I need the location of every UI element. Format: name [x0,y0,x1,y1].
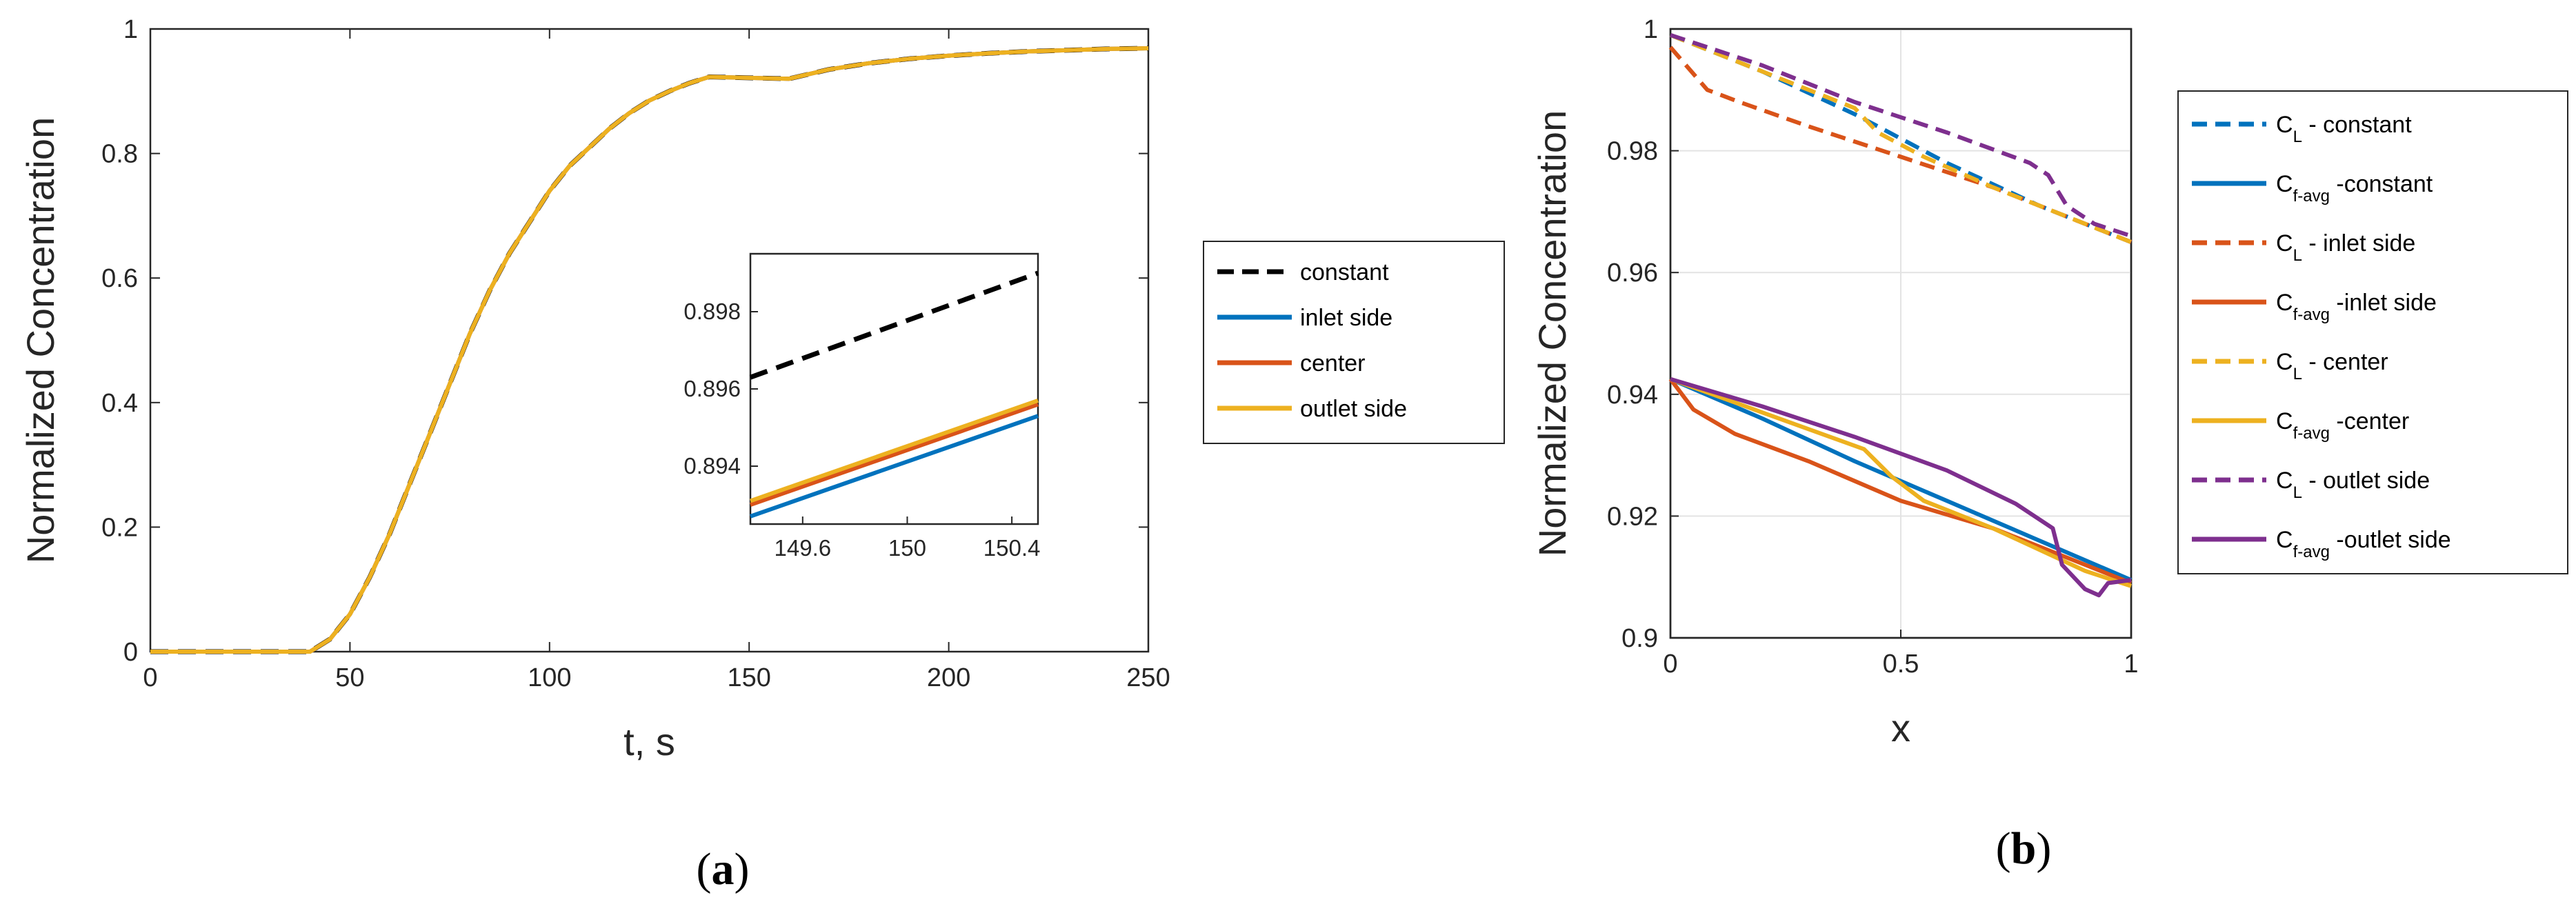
legend-label: Cf-avg -constant [2276,171,2433,205]
legend-label-base: C [2276,349,2293,375]
legend-label: CL - outlet side [2276,468,2430,502]
y-tick-label: 0.6 [101,264,138,293]
y-axis-label: Normalized Concentration [1530,110,1574,556]
legend-label-rest: - constant [2302,112,2412,138]
legend-label-subscript: f-avg [2293,543,2330,561]
legend-label: center [1300,350,1366,377]
legend-label: CL - inlet side [2276,230,2415,265]
legend-box [2177,90,2568,574]
series-line-C-L-inlet-side [1668,46,2133,244]
legend-label-base: C [2276,112,2293,138]
x-tick-label: 1 [2124,650,2138,679]
y-tick-label: 0.96 [1607,259,1658,288]
inset-y-tick-label: 0.894 [683,453,741,479]
series-line-C-L-outlet-side [1670,32,2132,239]
x-tick-label: 50 [335,663,364,692]
y-tick-label: 0.9 [1621,624,1658,653]
legend-label: Cf-avg -outlet side [2276,527,2451,561]
legend-label-rest: -constant [2330,171,2433,197]
legend-label-base: C [2276,408,2293,434]
legend-label-subscript: f-avg [2293,187,2330,205]
panel-letter: b [2011,823,2037,874]
x-tick-label: 0.5 [1883,650,1919,679]
legend-label-rest: -outlet side [2330,527,2451,553]
legend-label-base: C [2276,290,2293,316]
series-line-C-f-avg-outlet-side [1670,377,2132,598]
paren: ) [2036,823,2051,874]
paren: ( [697,844,712,894]
panel-label-a: (a) [697,844,750,894]
chart-a: 0 50 100 150 200 250 0 0.2 0.4 0.6 0.8 1 t, s Normali… [19,15,1505,894]
legend-label: constant [1300,259,1389,285]
x-tick-label: 100 [528,663,571,692]
legend-label-base: C [2276,171,2293,197]
legend-label-subscript: f-avg [2293,424,2330,443]
y-tick-label: 0.4 [101,389,138,418]
paren: ) [735,844,750,894]
legend-label-rest: - center [2302,349,2388,375]
chart-b: 0 0.5 1 0.9 0.92 0.94 0.96 0.98 1 x Normalized Con… [1530,15,2568,874]
legend-label-subscript: f-avg [2293,305,2330,324]
legend-label-base: C [2276,468,2293,494]
y-axis-label: Normalized Concentration [19,117,62,563]
inset-x-tick-label: 150 [888,535,926,561]
legend-label-rest: -center [2330,408,2409,434]
inset-plot-area [749,252,1039,525]
x-tick-label: 0 [143,663,157,692]
series-line-outlet-side [150,46,1149,654]
plot-frame-b [1669,28,2133,639]
x-axis-label: x [1891,706,1910,750]
inset-x-tick-label: 149.6 [775,535,832,561]
panel-letter: a [712,844,735,894]
x-tick-label: 250 [1126,663,1170,692]
x-axis-label: t, s [623,720,675,763]
x-tick-label: 0 [1663,650,1677,679]
legend-label: CL - constant [2276,112,2412,146]
inset-series-line-outlet-side [750,398,1039,503]
series-line-C-f-avg-inlet-side [1668,377,2133,585]
inset-series-line-center [750,402,1039,507]
inset-series-line-constant [749,270,1039,380]
y-tick-label: 0.8 [101,140,138,169]
x-tick-label: 150 [727,663,770,692]
legend-label-rest: - outlet side [2302,468,2430,494]
inset-chart: 149.6 150 150.4 0.894 0.896 0.898 [683,252,1041,561]
y-tick-label: 0.2 [101,513,138,542]
series-line-C-f-avg-center [1669,377,2132,588]
y-tick-label: 0.94 [1607,381,1658,410]
legend-label: CL - center [2276,349,2388,383]
inset-x-tick-label: 150.4 [984,535,1041,561]
legend-label-base: C [2276,230,2293,257]
y-tick-label: 0.98 [1607,137,1658,166]
legend-label-base: C [2276,527,2293,553]
y-tick-label: 0 [123,638,138,667]
legend-label-subscript: L [2293,246,2302,265]
inset-y-tick-label: 0.896 [683,376,741,401]
y-tick-label: 0.92 [1607,502,1658,531]
panel-label-b: (b) [1996,823,2052,874]
legend-label-subscript: L [2293,365,2302,383]
inset-series-line-inlet-side [750,414,1039,519]
legend-label-subscript: L [2293,128,2302,146]
legend-label: inlet side [1300,305,1392,331]
legend-label: Cf-avg -inlet side [2276,290,2437,324]
y-tick-label: 1 [123,15,138,44]
legend-label: Cf-avg -center [2276,408,2409,443]
legend-a: constant inlet side center outlet side [1203,241,1505,444]
paren: ( [1996,823,2011,874]
x-tick-label: 200 [927,663,970,692]
legend-label-rest: -inlet side [2330,290,2437,316]
legend-label-subscript: L [2293,483,2302,502]
y-tick-label: 1 [1644,15,1658,44]
legend-label: outlet side [1300,396,1407,422]
inset-y-tick-label: 0.898 [683,299,741,324]
legend-label-rest: - inlet side [2302,230,2415,257]
